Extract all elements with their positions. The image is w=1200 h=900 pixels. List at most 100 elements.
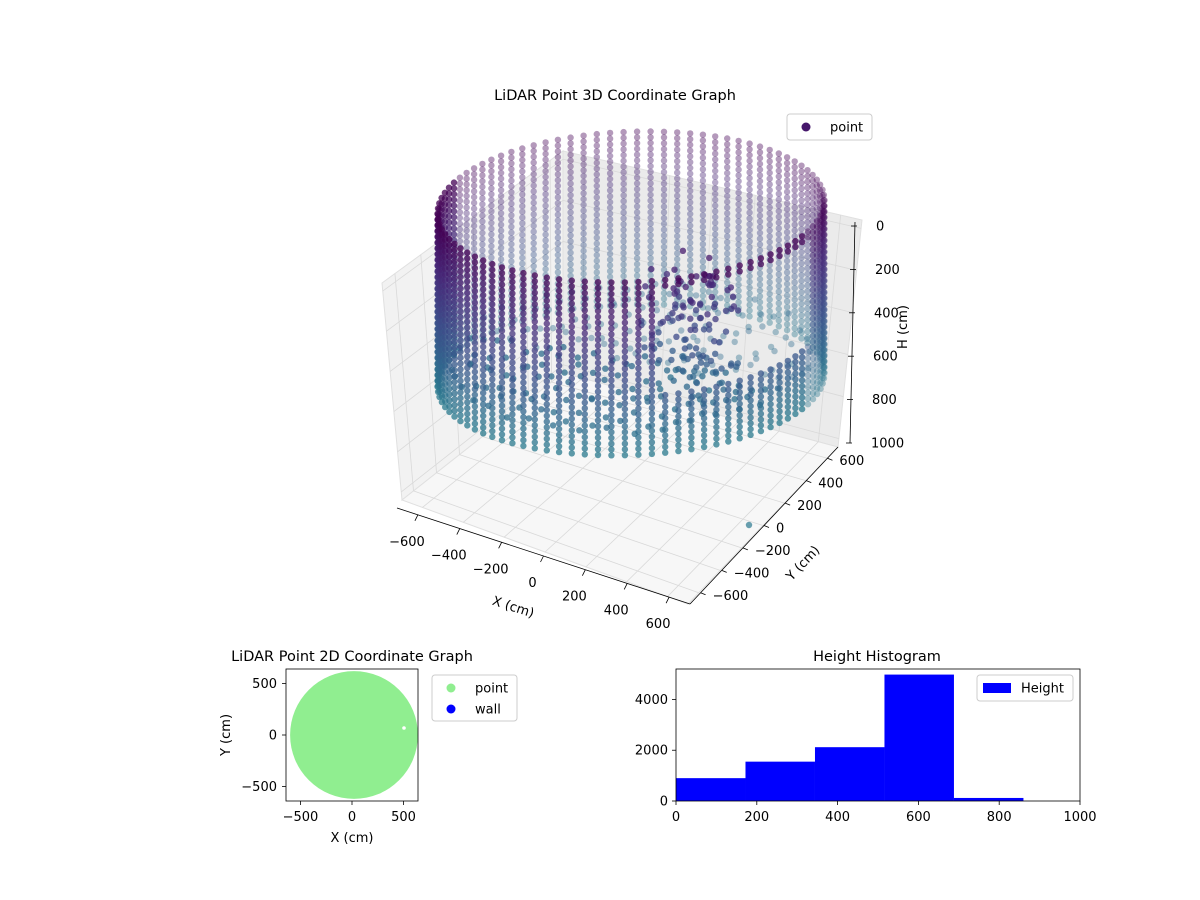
cloud-point <box>569 375 575 381</box>
cloud-point <box>713 424 719 430</box>
cloud-point <box>798 266 804 272</box>
cloud-point <box>594 160 600 166</box>
cloud-point <box>757 230 763 236</box>
cloud-point <box>735 293 741 299</box>
z-tick-label-3d: 600 <box>873 350 898 365</box>
cloud-point <box>555 183 561 189</box>
cloud-point <box>746 279 752 285</box>
cloud-point <box>647 226 653 232</box>
cloud-point <box>635 371 641 377</box>
cloud-point <box>480 396 486 402</box>
cloud-point <box>479 184 485 190</box>
cloud-point <box>542 197 548 203</box>
x-axis-label-2d: X (cm) <box>331 831 374 846</box>
cloud-point <box>767 257 773 263</box>
y-tick-label-3d: −400 <box>734 566 770 581</box>
cloud-point <box>713 407 719 413</box>
cloud-point <box>683 284 689 290</box>
cloud-point <box>595 319 601 325</box>
cloud-point <box>708 358 714 364</box>
cloud-point <box>798 307 804 313</box>
cloud-point <box>544 424 550 430</box>
cloud-point <box>580 167 586 173</box>
cloud-point <box>767 285 773 291</box>
cloud-point <box>508 241 514 247</box>
cloud-point <box>700 218 706 224</box>
cloud-point <box>776 260 782 266</box>
cloud-point <box>675 419 681 425</box>
cloud-point <box>798 180 804 186</box>
cloud-point <box>712 179 718 185</box>
cloud-point <box>569 306 575 312</box>
cloud-point <box>451 396 457 402</box>
cloud-point <box>713 274 719 280</box>
cloud-point <box>746 238 752 244</box>
cloud-point <box>457 198 463 204</box>
cloud-point <box>569 324 575 330</box>
cloud-point <box>724 228 730 234</box>
cloud-point <box>463 193 469 199</box>
cloud-point <box>520 287 526 293</box>
cloud-point <box>687 211 693 217</box>
cloud-point <box>472 282 478 288</box>
cloud-point <box>687 374 693 380</box>
cloud-point <box>735 184 741 190</box>
cloud-point <box>607 216 613 222</box>
cloud-point <box>556 339 562 345</box>
cloud-point <box>532 330 538 336</box>
cloud-point <box>489 336 495 342</box>
cloud-point <box>799 383 805 389</box>
cloud-point <box>687 176 693 182</box>
cloud-point <box>635 285 641 291</box>
cloud-point <box>687 316 693 322</box>
cloud-point <box>464 301 470 307</box>
cloud-point <box>675 448 681 454</box>
cloud-point <box>746 250 752 256</box>
cloud-point <box>556 443 562 449</box>
cloud-point <box>569 421 575 427</box>
cloud-point <box>635 302 641 308</box>
cloud-point <box>797 327 803 333</box>
point-disc-2d <box>290 671 418 799</box>
cloud-point <box>792 279 798 285</box>
cloud-point <box>647 157 653 163</box>
cloud-point <box>509 417 515 423</box>
cloud-point <box>724 176 730 182</box>
legend-2d-label-point: point <box>475 682 508 697</box>
cloud-point <box>712 151 718 157</box>
cloud-point <box>488 174 494 180</box>
cloud-point <box>746 204 752 210</box>
cloud-point <box>757 247 763 253</box>
cloud-point <box>767 424 773 430</box>
cloud-point <box>767 176 773 182</box>
cloud-point <box>451 292 457 298</box>
cloud-point <box>635 405 641 411</box>
cloud-point <box>724 153 730 159</box>
cloud-point <box>544 401 550 407</box>
cloud-point <box>499 270 505 276</box>
cloud-point <box>498 250 504 256</box>
cloud-point <box>498 233 504 239</box>
y-tick-3d <box>785 503 790 505</box>
cloud-point <box>792 296 798 302</box>
cloud-point <box>508 149 514 155</box>
cloud-point <box>498 170 504 176</box>
cloud-point <box>567 198 573 204</box>
cloud-point <box>520 443 526 449</box>
cloud-point <box>635 336 641 342</box>
x-tick-label-3d: 200 <box>562 590 587 605</box>
cloud-point <box>489 301 495 307</box>
cloud-point <box>488 197 494 203</box>
cloud-point <box>649 324 655 330</box>
cloud-point <box>647 203 653 209</box>
cloud-point <box>480 286 486 292</box>
cloud-point <box>595 429 601 435</box>
cloud-point <box>647 197 653 203</box>
cloud-point <box>463 204 469 210</box>
cloud-point <box>508 206 514 212</box>
cloud-point <box>556 311 562 317</box>
cloud-point <box>608 291 614 297</box>
cloud-point <box>594 263 600 269</box>
cloud-point <box>464 336 470 342</box>
cloud-point <box>674 175 680 181</box>
